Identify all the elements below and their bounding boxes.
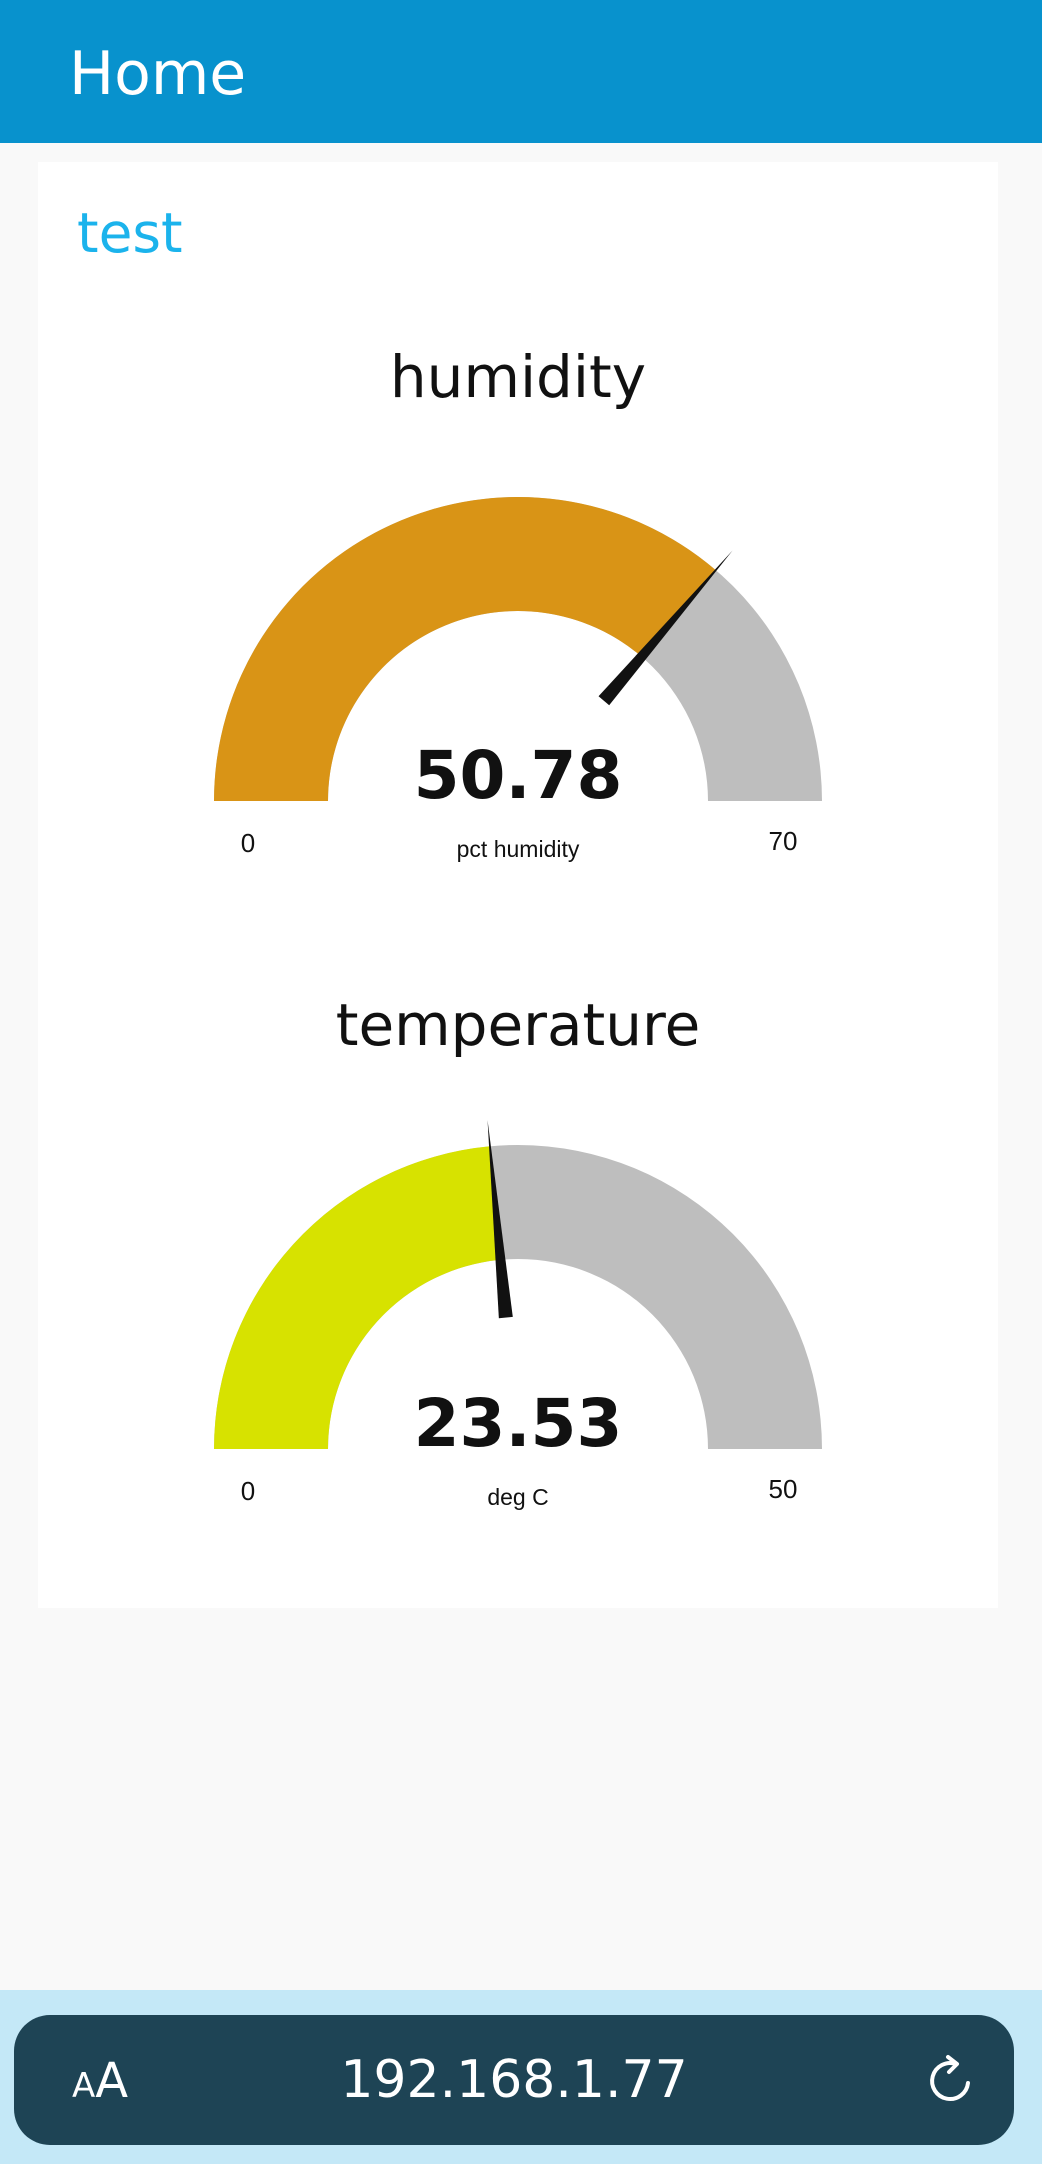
temperature-gauge-graphic <box>214 1120 822 1449</box>
gauge-title: humidity <box>389 343 647 411</box>
gauge-units: pct humidity <box>456 836 580 862</box>
reload-icon[interactable] <box>924 2053 980 2109</box>
temperature-gauge: temperature 23.53 deg C 0 50 <box>38 992 998 1552</box>
gauge-title: temperature <box>335 991 701 1059</box>
gauge-units: deg C <box>487 1484 549 1510</box>
gauge-value: 50.78 <box>413 737 623 814</box>
gauge-min-label: 0 <box>240 828 256 858</box>
gauge-fill <box>214 1146 501 1449</box>
humidity-gauge: humidity 50.78 pct humidity 0 70 <box>38 344 998 904</box>
gauge-min-label: 0 <box>240 1476 256 1506</box>
gauge-fill <box>214 497 716 801</box>
group-title: test <box>77 201 183 265</box>
address-bar[interactable]: AA 192.168.1.77 <box>14 2015 1014 2145</box>
page-title: Home <box>69 39 247 109</box>
dashboard-group-card: test humidity 50.78 pct humidity 0 70 te… <box>38 162 998 1608</box>
humidity-gauge-graphic <box>214 497 822 801</box>
url-text[interactable]: 192.168.1.77 <box>340 2050 688 2110</box>
app-header: Home <box>0 0 1042 143</box>
gauge-max-label: 70 <box>768 826 798 856</box>
gauge-needle <box>598 550 733 706</box>
gauge-needle <box>487 1120 513 1319</box>
browser-bottom-bar: AA 192.168.1.77 <box>0 1990 1042 2164</box>
text-size-icon[interactable]: AA <box>72 2053 129 2109</box>
gauge-value: 23.53 <box>413 1385 623 1462</box>
gauge-max-label: 50 <box>768 1474 798 1504</box>
